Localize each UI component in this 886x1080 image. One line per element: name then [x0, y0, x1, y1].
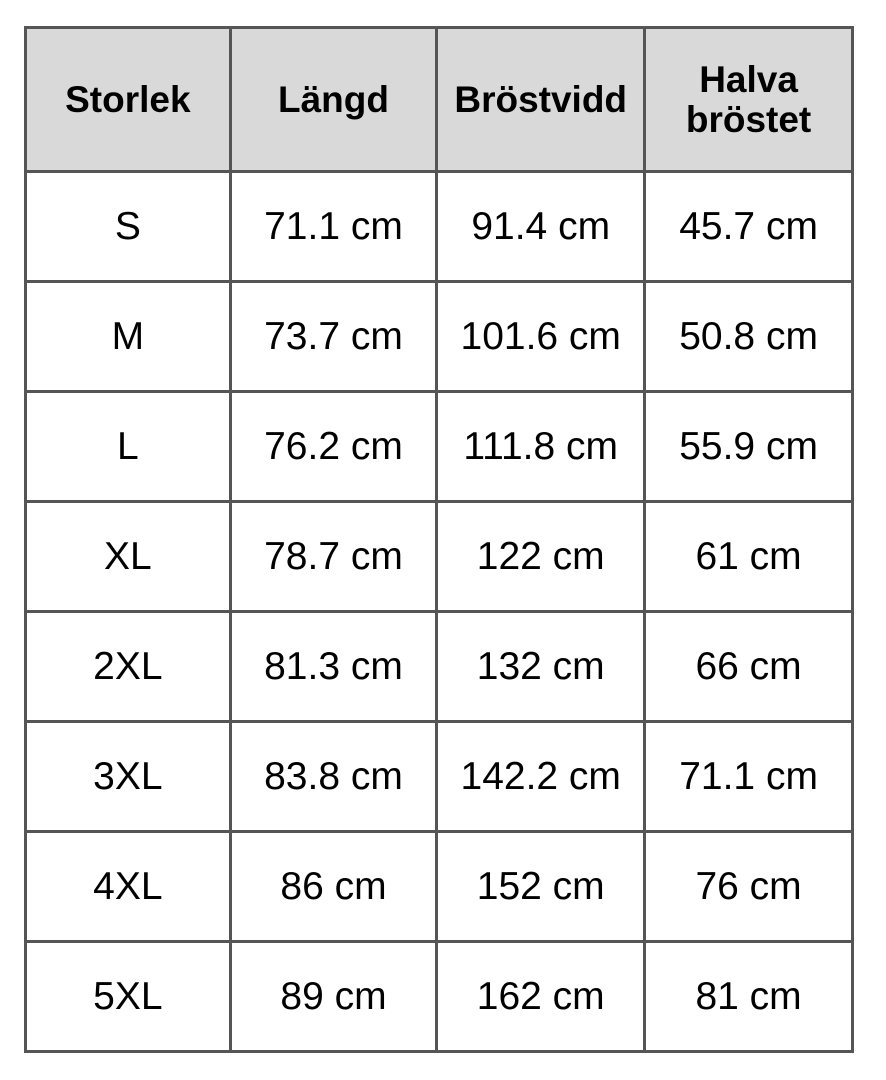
- cell-half-chest: 66 cm: [643, 610, 854, 723]
- cell-length: 89 cm: [228, 940, 439, 1053]
- table-row: 5XL 89 cm 162 cm 81 cm: [24, 940, 854, 1053]
- cell-half-chest: 81 cm: [643, 940, 854, 1053]
- cell-half-chest: 76 cm: [643, 830, 854, 943]
- cell-chest: 122 cm: [435, 500, 647, 613]
- cell-chest: 162 cm: [435, 940, 647, 1053]
- cell-length: 81.3 cm: [228, 610, 439, 723]
- cell-size: XL: [24, 500, 232, 613]
- cell-half-chest: 71.1 cm: [643, 720, 854, 833]
- cell-length: 86 cm: [228, 830, 439, 943]
- cell-size: M: [24, 280, 232, 393]
- cell-size: 4XL: [24, 830, 232, 943]
- cell-length: 76.2 cm: [228, 390, 439, 503]
- table-row: L 76.2 cm 111.8 cm 55.9 cm: [24, 390, 854, 503]
- cell-chest: 152 cm: [435, 830, 647, 943]
- cell-size: S: [24, 170, 232, 283]
- table-row: XL 78.7 cm 122 cm 61 cm: [24, 500, 854, 613]
- cell-length: 78.7 cm: [228, 500, 439, 613]
- cell-chest: 132 cm: [435, 610, 647, 723]
- table-row: S 71.1 cm 91.4 cm 45.7 cm: [24, 170, 854, 283]
- cell-half-chest: 50.8 cm: [643, 280, 854, 393]
- cell-size: 3XL: [24, 720, 232, 833]
- table-row: 3XL 83.8 cm 142.2 cm 71.1 cm: [24, 720, 854, 833]
- table-row: 2XL 81.3 cm 132 cm 66 cm: [24, 610, 854, 723]
- cell-chest: 101.6 cm: [435, 280, 647, 393]
- cell-size: 2XL: [24, 610, 232, 723]
- table-row: 4XL 86 cm 152 cm 76 cm: [24, 830, 854, 943]
- header-row: Storlek Längd Bröstvidd Halva bröstet: [24, 26, 854, 173]
- cell-length: 83.8 cm: [228, 720, 439, 833]
- header-size: Storlek: [24, 26, 232, 173]
- header-chest: Bröstvidd: [435, 26, 647, 173]
- header-half-chest: Halva bröstet: [643, 26, 854, 173]
- cell-half-chest: 55.9 cm: [643, 390, 854, 503]
- cell-chest: 91.4 cm: [435, 170, 647, 283]
- cell-chest: 111.8 cm: [435, 390, 647, 503]
- header-length: Längd: [228, 26, 439, 173]
- cell-half-chest: 61 cm: [643, 500, 854, 613]
- cell-length: 71.1 cm: [228, 170, 439, 283]
- cell-chest: 142.2 cm: [435, 720, 647, 833]
- cell-size: L: [24, 390, 232, 503]
- table-row: M 73.7 cm 101.6 cm 50.8 cm: [24, 280, 854, 393]
- cell-half-chest: 45.7 cm: [643, 170, 854, 283]
- cell-size: 5XL: [24, 940, 232, 1053]
- cell-length: 73.7 cm: [228, 280, 439, 393]
